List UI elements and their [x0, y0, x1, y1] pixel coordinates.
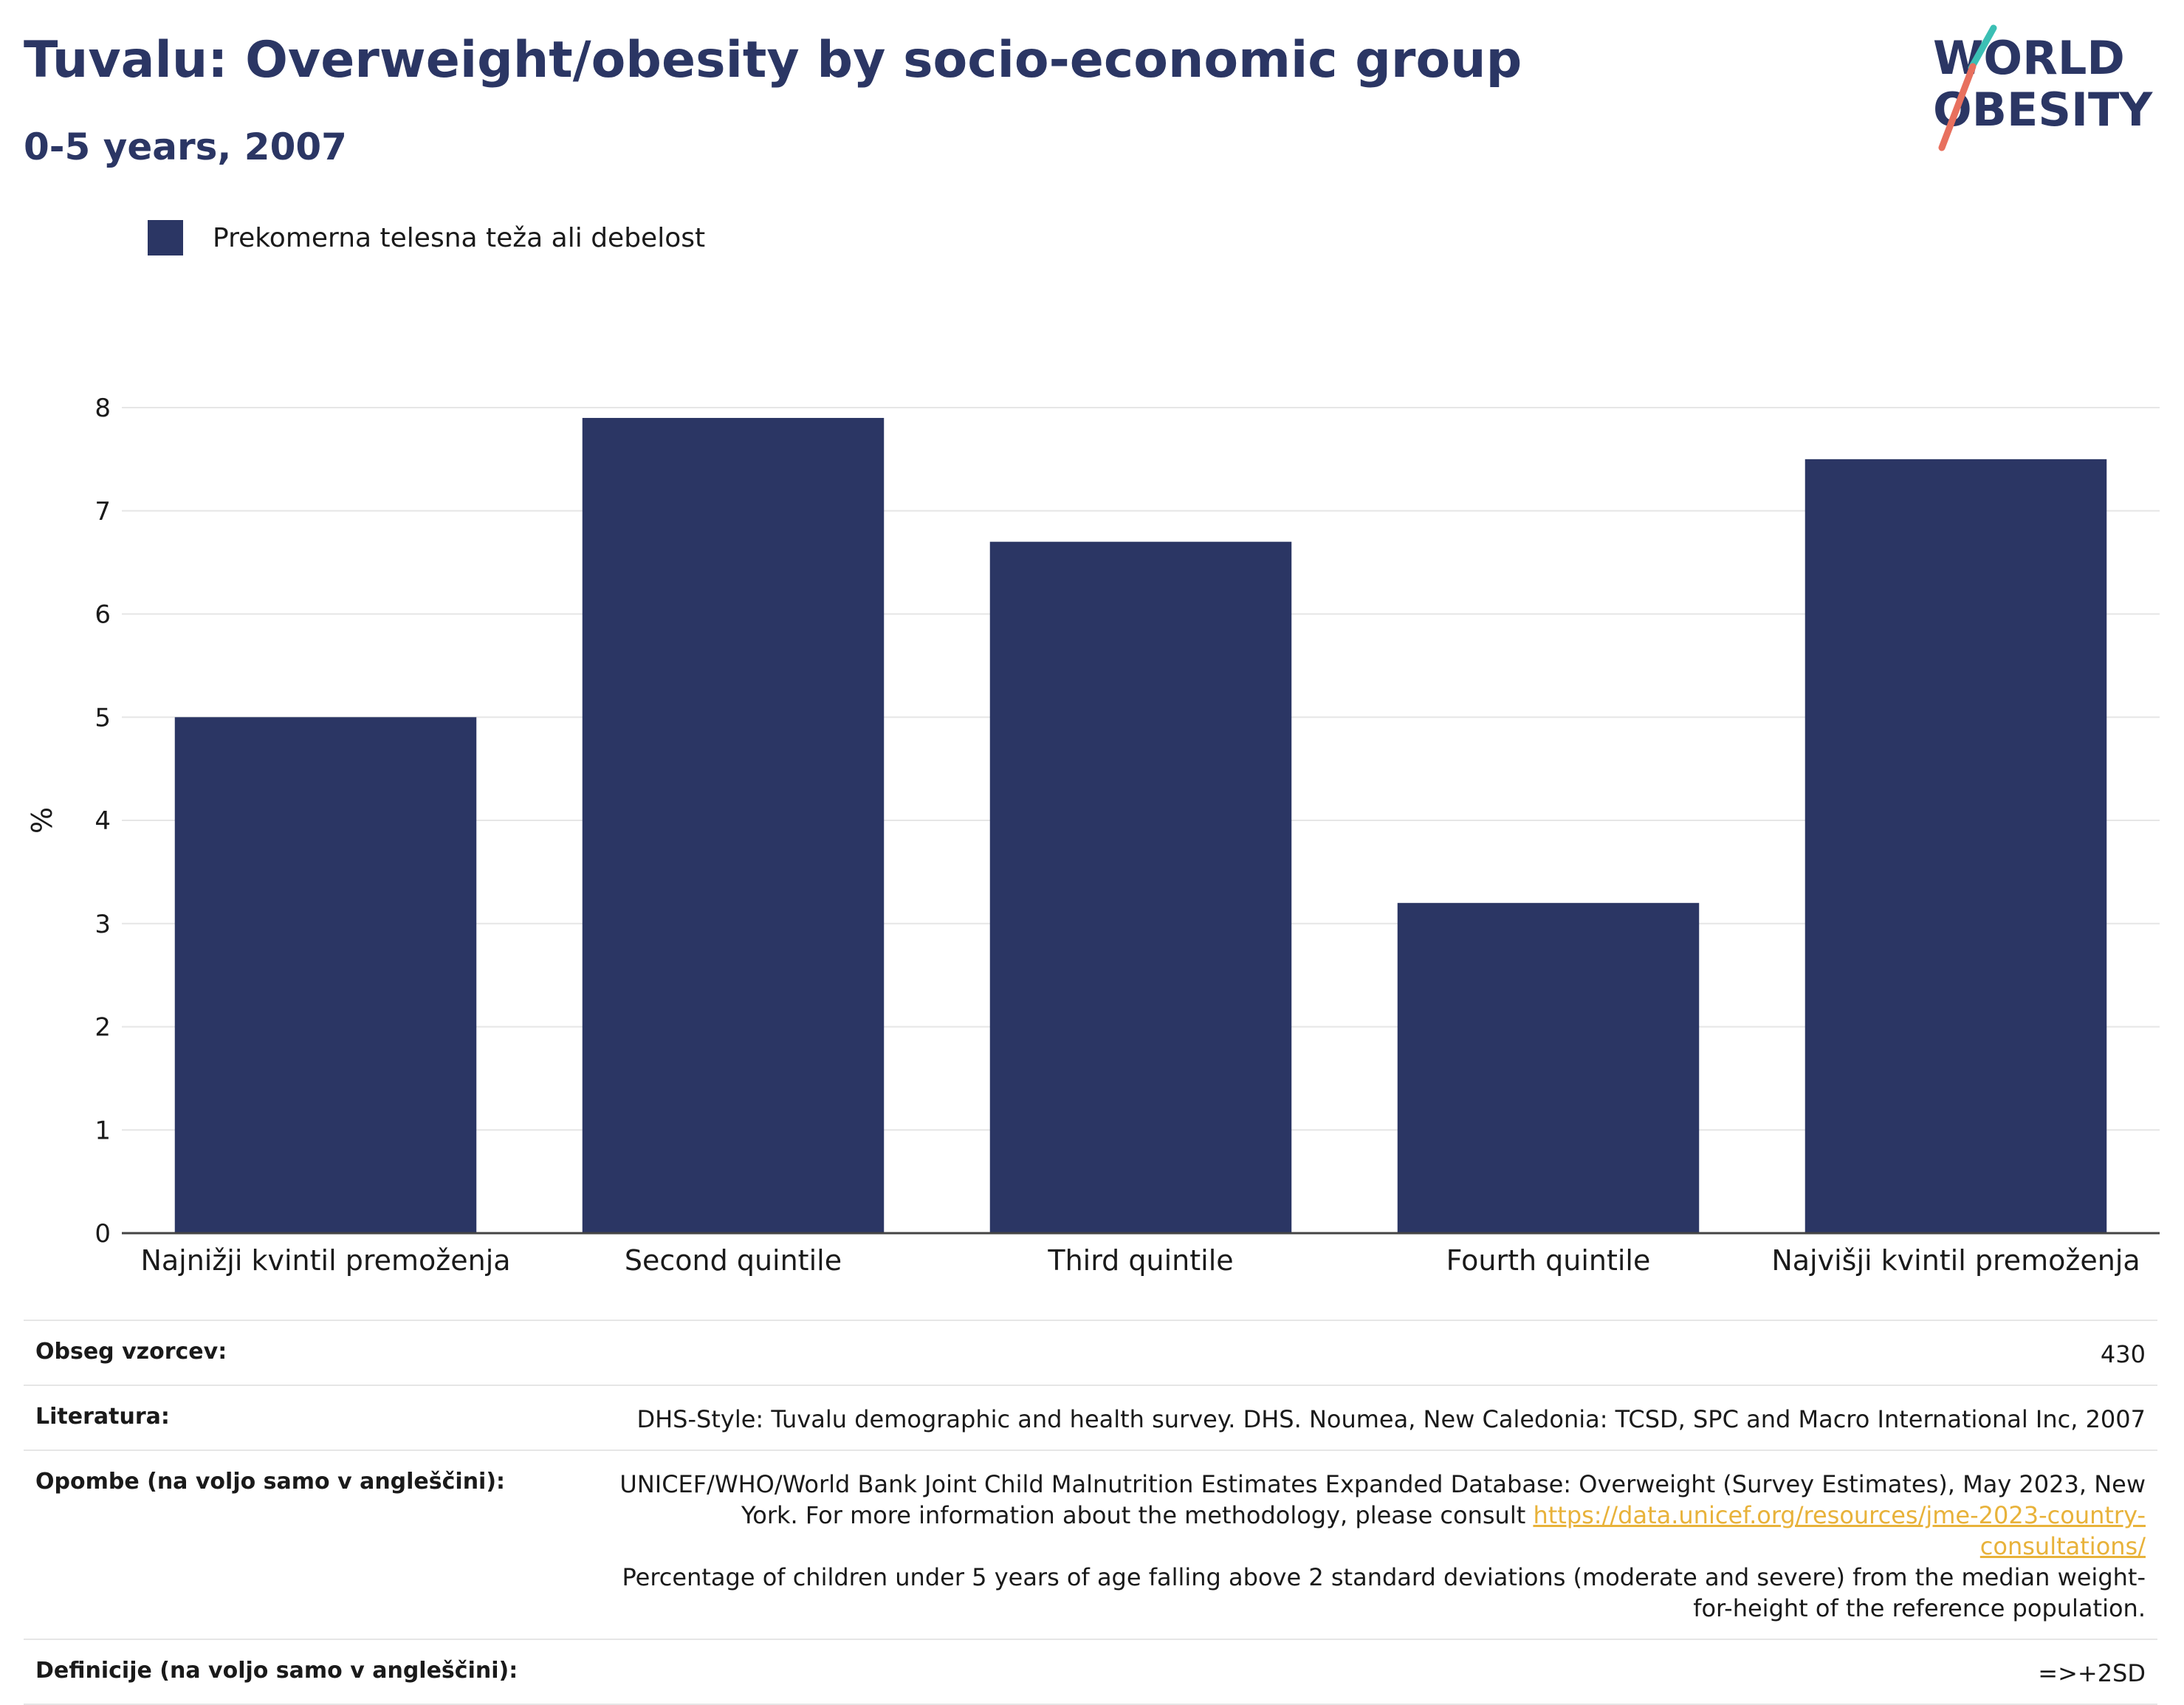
- bar: [1397, 902, 1700, 1233]
- y-tick-label: 7: [95, 497, 111, 526]
- world-obesity-logo: WORLD OBESITY: [1933, 24, 2153, 151]
- bar: [174, 717, 477, 1233]
- definitions-label: Definicije (na voljo samo v angleščini):: [35, 1658, 518, 1684]
- y-tick-label: 6: [95, 600, 111, 630]
- svg-text:OBESITY: OBESITY: [1933, 83, 2153, 137]
- y-tick-label: 3: [95, 910, 111, 939]
- bar-chart: 0 1 2 3 4 5 6 7 8% Najnižji kvintil premoženja Sec…: [26, 394, 2160, 1277]
- svg-text:WORLD: WORLD: [1933, 31, 2125, 85]
- chart-legend: Prekomerna telesna teža ali debelost: [148, 220, 705, 255]
- source-label: Literatura:: [35, 1404, 170, 1430]
- notes-label: Opombe (na voljo samo v angleščini):: [35, 1469, 506, 1495]
- notes-definition-text: Percentage of children under 5 years of …: [622, 1563, 2146, 1622]
- sample-size-row: Obseg vzorcev: 430: [24, 1320, 2157, 1385]
- bar: [582, 417, 885, 1233]
- x-tick-label: Najnižji kvintil premoženja: [140, 1244, 510, 1277]
- notes-link[interactable]: https://data.unicef.org/resources/jme-20…: [1533, 1501, 2146, 1560]
- notes-row: Opombe (na voljo samo v angleščini): UNI…: [24, 1450, 2157, 1639]
- y-tick-label: 5: [95, 703, 111, 733]
- chart-subtitle: 0-5 years, 2007: [24, 126, 347, 168]
- sample-size-value: 430: [2100, 1340, 2146, 1368]
- source-value: DHS-Style: Tuvalu demographic and health…: [636, 1405, 2146, 1433]
- x-tick-label: Najvišji kvintil premoženja: [1771, 1244, 2140, 1277]
- definitions-row: Definicije (na voljo samo v angleščini):…: [24, 1639, 2157, 1705]
- x-tick-label: Second quintile: [625, 1244, 842, 1277]
- bar: [989, 541, 1292, 1233]
- y-axis-label: %: [26, 807, 58, 834]
- notes-value: UNICEF/WHO/World Bank Joint Child Malnut…: [610, 1469, 2146, 1624]
- y-tick-label: 0: [95, 1219, 111, 1249]
- y-tick-label: 2: [95, 1013, 111, 1043]
- y-tick-label: 8: [95, 394, 111, 423]
- legend-label: Prekomerna telesna teža ali debelost: [213, 222, 706, 253]
- y-tick-label: 4: [95, 806, 111, 836]
- chart-title: Tuvalu: Overweight/obesity by socio-econ…: [24, 31, 1522, 89]
- sample-size-label: Obseg vzorcev:: [35, 1339, 227, 1365]
- bar: [1804, 459, 2107, 1233]
- source-row: Literatura: DHS-Style: Tuvalu demographi…: [24, 1385, 2157, 1450]
- x-tick-label: Third quintile: [1047, 1244, 1233, 1277]
- notes-text: UNICEF/WHO/World Bank Joint Child Malnut…: [619, 1470, 2146, 1529]
- legend-swatch: [148, 220, 183, 255]
- y-tick-label: 1: [95, 1116, 111, 1145]
- info-table: Obseg vzorcev: 430 Literatura: DHS-Style…: [24, 1320, 2157, 1705]
- definitions-value: =>+2SD: [2038, 1659, 2146, 1687]
- x-tick-label: Fourth quintile: [1446, 1244, 1651, 1277]
